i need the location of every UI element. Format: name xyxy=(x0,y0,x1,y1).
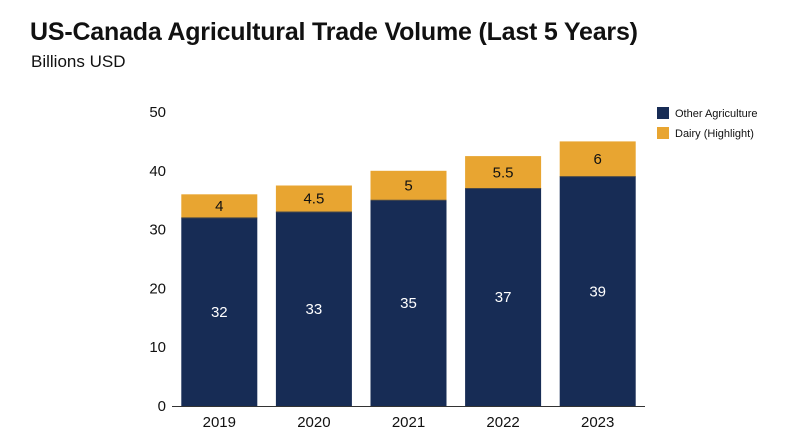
data-label-dairy: 6 xyxy=(594,151,602,168)
y-tick-label: 10 xyxy=(149,339,166,356)
data-label-other-agriculture: 37 xyxy=(495,289,512,306)
data-label-dairy: 4 xyxy=(215,198,223,215)
bar-other-agriculture xyxy=(181,217,258,406)
bar-dairy xyxy=(275,185,352,212)
x-tick-label: 2021 xyxy=(392,414,425,431)
data-label-dairy: 5 xyxy=(404,178,412,195)
x-tick-label: 2020 xyxy=(297,414,330,431)
bar-dairy xyxy=(465,156,542,189)
bar-other-agriculture xyxy=(275,211,352,406)
bar-other-agriculture xyxy=(559,176,636,406)
y-tick-label: 30 xyxy=(149,222,166,239)
data-label-other-agriculture: 32 xyxy=(211,304,228,321)
legend-swatch-dairy xyxy=(657,127,669,139)
chart-title: US-Canada Agricultural Trade Volume (Las… xyxy=(30,18,638,46)
y-tick-label: 50 xyxy=(149,104,166,121)
x-tick-label: 2022 xyxy=(486,414,519,431)
data-label-other-agriculture: 35 xyxy=(400,295,417,312)
legend-label-dairy: Dairy (Highlight) xyxy=(675,128,754,140)
bar-other-agriculture xyxy=(370,200,447,406)
chart-subtitle: Billions USD xyxy=(31,52,126,71)
legend-label-other-agriculture: Other Agriculture xyxy=(675,108,758,120)
data-label-other-agriculture: 33 xyxy=(306,301,323,318)
legend-swatch-other-agriculture xyxy=(657,107,669,119)
x-tick-label: 2023 xyxy=(581,414,614,431)
y-tick-label: 20 xyxy=(149,280,166,297)
data-label-dairy: 4.5 xyxy=(303,191,324,208)
y-tick-label: 40 xyxy=(149,163,166,180)
data-label-other-agriculture: 39 xyxy=(589,283,606,300)
x-tick-label: 2019 xyxy=(203,414,236,431)
bar-dairy xyxy=(559,141,636,177)
y-tick-label: 0 xyxy=(158,398,166,415)
bar-other-agriculture xyxy=(465,188,542,406)
bar-dairy xyxy=(370,170,447,201)
bar-dairy xyxy=(181,194,258,218)
data-label-dairy: 5.5 xyxy=(493,164,514,181)
